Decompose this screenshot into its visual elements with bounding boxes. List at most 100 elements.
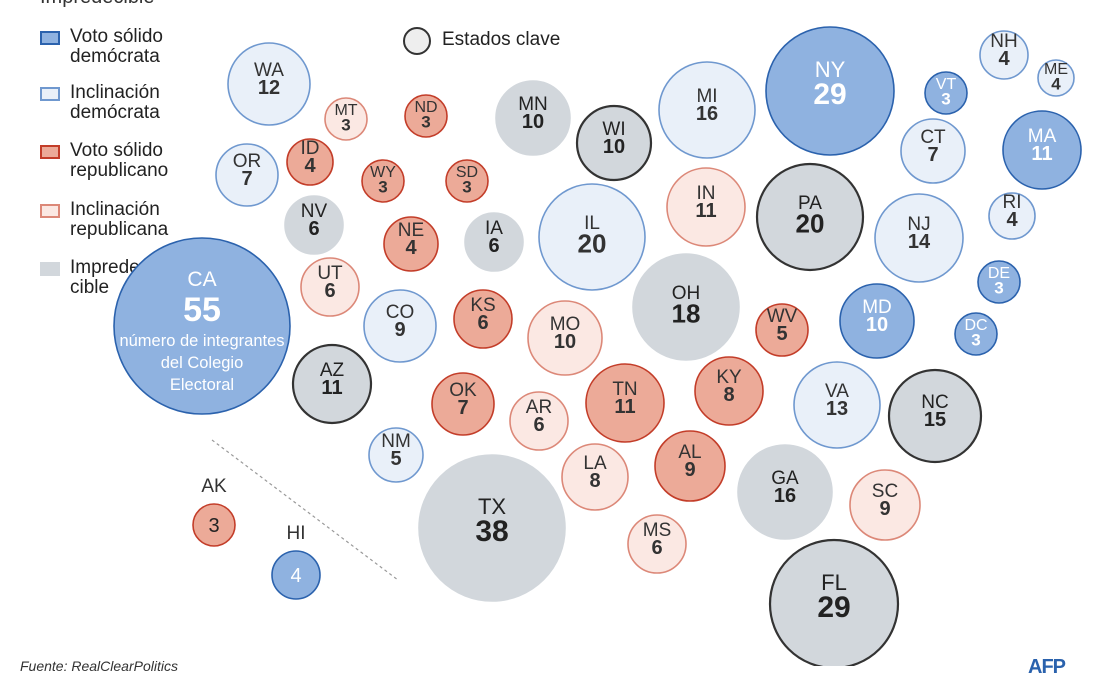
state-votes: 3 bbox=[971, 330, 980, 349]
state-circle bbox=[1002, 110, 1082, 190]
key-states-label: Estados clave bbox=[442, 29, 561, 50]
state-votes: 4 bbox=[290, 565, 301, 587]
state-votes: 3 bbox=[994, 278, 1003, 297]
state-circle bbox=[1037, 59, 1075, 97]
state-votes: 7 bbox=[927, 144, 938, 166]
state-circle bbox=[755, 162, 865, 272]
state-circle bbox=[988, 192, 1036, 240]
ca-caption-line: número de integrantes bbox=[119, 332, 284, 350]
state-bubble-vt: VT3 bbox=[924, 71, 968, 115]
state-votes: 38 bbox=[475, 515, 508, 548]
state-circle bbox=[453, 289, 513, 349]
state-abbr: WY bbox=[370, 164, 396, 181]
state-votes: 3 bbox=[941, 89, 950, 108]
state-abbr: HI bbox=[287, 523, 306, 544]
state-abbr: OR bbox=[233, 151, 262, 172]
state-abbr: KS bbox=[470, 295, 495, 316]
state-votes: 8 bbox=[589, 470, 600, 492]
state-bubble-ak: AK 3 bbox=[192, 476, 236, 547]
state-abbr: VT bbox=[936, 76, 957, 93]
state-abbr: ID bbox=[301, 138, 320, 159]
state-abbr: MS bbox=[643, 520, 672, 541]
state-votes: 7 bbox=[241, 168, 252, 190]
state-votes: 6 bbox=[308, 218, 319, 240]
state-circle bbox=[793, 361, 881, 449]
swatch-solid-rep bbox=[40, 145, 60, 159]
state-votes: 6 bbox=[477, 312, 488, 334]
state-bubble-de: DE3 bbox=[977, 260, 1021, 304]
state-circle bbox=[113, 237, 291, 415]
state-abbr: KY bbox=[716, 367, 742, 388]
state-circle bbox=[627, 514, 687, 574]
state-circle bbox=[954, 312, 998, 356]
state-bubble-al: AL9 bbox=[654, 430, 726, 502]
state-votes: 3 bbox=[462, 177, 471, 196]
state-bubble-co: CO9 bbox=[363, 289, 437, 363]
state-votes: 9 bbox=[684, 459, 695, 481]
state-votes: 6 bbox=[324, 280, 335, 302]
state-votes: 18 bbox=[672, 298, 701, 328]
state-abbr: NM bbox=[381, 431, 411, 452]
state-votes: 4 bbox=[405, 237, 417, 259]
state-votes: 14 bbox=[908, 231, 931, 253]
state-circle bbox=[924, 71, 968, 115]
state-votes: 6 bbox=[488, 235, 499, 257]
state-circle bbox=[658, 61, 756, 159]
legend-label: Voto sólido republicano bbox=[70, 140, 169, 181]
state-abbr: DC bbox=[964, 317, 987, 334]
state-circle bbox=[464, 212, 524, 272]
state-votes: 12 bbox=[258, 77, 280, 99]
state-votes: 4 bbox=[1051, 74, 1061, 93]
state-votes: 7 bbox=[457, 397, 468, 419]
state-circle bbox=[495, 80, 571, 156]
state-abbr: NV bbox=[301, 201, 328, 222]
state-votes: 3 bbox=[378, 177, 387, 196]
state-abbr: WI bbox=[602, 119, 625, 140]
state-circle bbox=[585, 363, 665, 443]
state-circle bbox=[874, 193, 964, 283]
state-bubble-or: OR7 bbox=[215, 143, 279, 207]
state-circle bbox=[575, 104, 653, 182]
state-circle bbox=[509, 391, 569, 451]
state-bubble-ne: NE4 bbox=[383, 216, 439, 272]
state-circle bbox=[839, 283, 915, 359]
state-circle bbox=[887, 368, 983, 464]
state-bubble-nd: ND3 bbox=[404, 94, 448, 138]
state-bubble-la: LA8 bbox=[561, 443, 629, 511]
state-votes: 4 bbox=[998, 48, 1010, 70]
state-abbr: FL bbox=[821, 570, 847, 595]
state-bubble-hi: HI 4 bbox=[271, 523, 321, 600]
state-bubble-nm: NM5 bbox=[368, 427, 424, 483]
state-circle bbox=[632, 253, 740, 361]
legend-title: Impredecible bbox=[40, 0, 155, 9]
state-circle bbox=[900, 118, 966, 184]
state-abbr: WA bbox=[254, 60, 284, 81]
state-votes: 10 bbox=[866, 314, 888, 336]
state-circle bbox=[755, 303, 809, 357]
state-abbr: SD bbox=[456, 164, 478, 181]
state-votes: 55 bbox=[183, 291, 221, 329]
state-votes: 10 bbox=[603, 136, 625, 158]
state-circle bbox=[979, 30, 1029, 80]
state-votes: 11 bbox=[1031, 143, 1052, 165]
state-circle bbox=[445, 159, 489, 203]
legend-label: Imprede-cible bbox=[70, 257, 147, 298]
state-votes: 29 bbox=[817, 591, 850, 624]
state-bubble-sc: SC9 bbox=[849, 469, 921, 541]
state-circle bbox=[286, 138, 334, 186]
state-circle bbox=[324, 97, 368, 141]
state-votes: 6 bbox=[651, 537, 662, 559]
state-abbr: MA bbox=[1028, 126, 1057, 147]
state-circle bbox=[431, 372, 495, 436]
state-circle bbox=[694, 356, 764, 426]
state-abbr: ME bbox=[1044, 61, 1068, 78]
state-abbr: NE bbox=[398, 220, 424, 241]
